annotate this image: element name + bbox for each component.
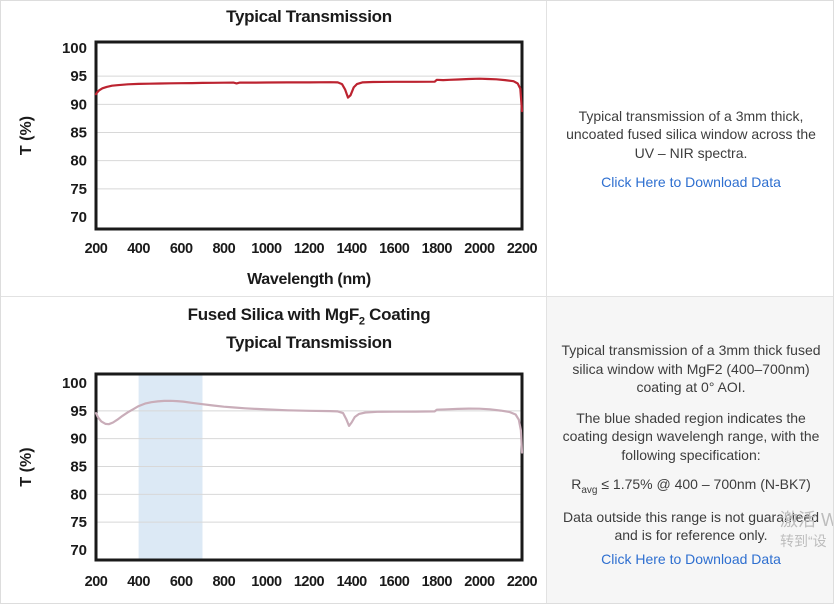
y-tick-label: 85 [70, 125, 87, 142]
spec-subscript: avg [581, 484, 598, 496]
x-tick-label: 1000 [251, 574, 282, 590]
x-tick-label: 2000 [464, 574, 495, 590]
chart-description: Typical transmission of a 3mm thick, unc… [566, 107, 816, 161]
x-tick-label: 1200 [294, 574, 325, 590]
x-tick-label: 1200 [294, 241, 325, 257]
chart-description-3: Data outside this range is not guarantee… [562, 508, 820, 544]
download-data-link[interactable]: Click Here to Download Data [601, 174, 781, 191]
y-tick-label: 70 [70, 542, 87, 559]
chart-title-line2: Typical Transmission [226, 333, 392, 352]
transmission-curve [94, 399, 524, 454]
transmission-chart-uncoated: 70 75 80 85 90 95 100 200 400 600 800 1000 1200 1400 1… [18, 40, 538, 257]
y-tick-label: 75 [70, 181, 87, 198]
x-tick-label: 1000 [251, 241, 282, 257]
top-chart-cell: Typical Transmission 70 75 80 85 90 95 100 200 4… [1, 1, 546, 296]
x-tick-label: 2000 [464, 241, 495, 257]
horizontal-divider [1, 296, 833, 297]
x-tick-label: 1400 [336, 574, 367, 590]
y-tick-label: 100 [62, 40, 87, 57]
title-text: Coating [364, 305, 431, 324]
x-tick-label: 600 [170, 241, 193, 257]
top-description-cell: Typical transmission of a 3mm thick, unc… [547, 1, 833, 296]
vertical-divider [546, 1, 547, 603]
y-axis-title: T (%) [18, 116, 35, 155]
chart-title-line1: Fused Silica with MgF2 Coating [96, 305, 522, 327]
x-axis-title: Wavelength (nm) [247, 271, 371, 288]
y-tick-label: 80 [70, 153, 87, 170]
y-tick-label: 70 [70, 209, 87, 226]
chart-description-1: Typical transmission of a 3mm thick fuse… [561, 342, 821, 396]
x-tick-label: 200 [85, 574, 108, 590]
download-data-link[interactable]: Click Here to Download Data [601, 550, 781, 567]
y-tick-label: 90 [70, 431, 87, 448]
x-tick-label: 200 [85, 241, 108, 257]
y-tick-label: 100 [62, 375, 87, 392]
bottom-description-cell: Typical transmission of a 3mm thick fuse… [547, 297, 833, 603]
plot-border [94, 372, 524, 562]
x-tick-label: 1600 [379, 574, 410, 590]
x-tick-label: 400 [127, 241, 150, 257]
x-tick-label: 2200 [507, 574, 538, 590]
y-tick-label: 85 [70, 459, 87, 476]
title-subscript: 2 [358, 315, 365, 328]
y-tick-label: 75 [70, 514, 87, 531]
bottom-chart-cell: Fused Silica with MgF2 Coating Typical T… [1, 297, 546, 603]
x-tick-label: 1800 [422, 241, 453, 257]
plot-background [96, 42, 522, 229]
x-tick-label: 400 [127, 574, 150, 590]
y-tick-label: 80 [70, 486, 87, 503]
spec-text: ≤ 1.75% @ 400 – 700nm (N-BK7) [597, 476, 811, 493]
coating-specification: Ravg ≤ 1.75% @ 400 – 700nm (N-BK7) [571, 476, 811, 496]
y-tick-label: 95 [70, 403, 87, 420]
x-tick-label: 1800 [422, 574, 453, 590]
x-tick-label: 2200 [507, 241, 538, 257]
chart-title: Typical Transmission [226, 7, 392, 26]
y-tick-label: 90 [70, 96, 87, 113]
x-tick-label: 800 [212, 241, 235, 257]
y-axis-title: T (%) [18, 447, 35, 486]
title-text: Fused Silica with MgF [187, 305, 360, 324]
chart-description-2: The blue shaded region indicates the coa… [562, 409, 820, 463]
y-tick-label: 95 [70, 68, 87, 85]
x-tick-label: 1600 [379, 241, 410, 257]
x-tick-label: 1400 [336, 241, 367, 257]
plot-border [94, 40, 524, 231]
spec-text: R [571, 476, 582, 493]
transmission-curve [94, 77, 524, 113]
x-tick-label: 800 [212, 574, 235, 590]
transmission-chart-coated: 70 75 80 85 90 95 100 200 400 600 800 1000 1200 1400 1… [18, 372, 538, 590]
x-tick-label: 600 [170, 574, 193, 590]
